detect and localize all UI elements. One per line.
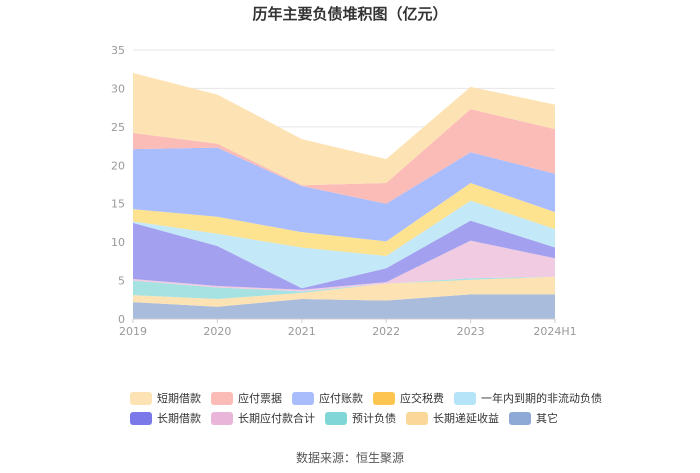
x-tick-label: 2024H1 bbox=[533, 325, 576, 338]
y-tick-label: 5 bbox=[118, 275, 125, 288]
legend-swatch bbox=[130, 411, 152, 425]
area-长期应付款合计 bbox=[133, 240, 555, 292]
x-tick-label: 2021 bbox=[288, 325, 316, 338]
legend-label: 长期应付款合计 bbox=[238, 412, 315, 425]
y-tick-label: 15 bbox=[111, 198, 125, 211]
legend-row-2: 长期借款 长期应付款合计 预计负债 长期递延收益 其它 bbox=[130, 408, 600, 428]
area-一年内到期的非流动负债 bbox=[133, 200, 555, 289]
legend-swatch bbox=[454, 391, 476, 405]
y-tick-label: 25 bbox=[111, 121, 125, 134]
legend-label: 应付票据 bbox=[238, 392, 282, 405]
legend-item[interactable]: 其它 bbox=[509, 410, 558, 426]
legend-item[interactable]: 长期应付款合计 bbox=[211, 410, 315, 426]
legend-label: 应付账款 bbox=[319, 392, 363, 405]
legend-swatch bbox=[373, 391, 395, 405]
area-长期递延收益 bbox=[133, 276, 555, 307]
legend-item[interactable]: 长期借款 bbox=[130, 410, 201, 426]
area-其它 bbox=[133, 294, 555, 319]
legend-swatch bbox=[325, 411, 347, 425]
legend-label: 应交税费 bbox=[400, 392, 444, 405]
legend-item[interactable]: 一年内到期的非流动负债 bbox=[454, 390, 602, 406]
legend-swatch bbox=[211, 391, 233, 405]
legend-swatch bbox=[292, 391, 314, 405]
legend-row-1: 短期借款 应付票据 应付账款 应交税费 一年内到期的非流动负债 bbox=[130, 388, 602, 408]
y-tick-label: 10 bbox=[111, 236, 125, 249]
legend-item[interactable]: 应付账款 bbox=[292, 390, 363, 406]
legend-item[interactable]: 应交税费 bbox=[373, 390, 444, 406]
area-应付账款 bbox=[133, 147, 555, 242]
x-tick-label: 2020 bbox=[203, 325, 231, 338]
legend-item[interactable]: 预计负债 bbox=[325, 410, 396, 426]
y-tick-label: 30 bbox=[111, 82, 125, 95]
legend-swatch bbox=[211, 411, 233, 425]
legend-item[interactable]: 应付票据 bbox=[211, 390, 282, 406]
legend-swatch bbox=[406, 411, 428, 425]
area-长期借款 bbox=[133, 220, 555, 290]
legend-label: 一年内到期的非流动负债 bbox=[481, 392, 602, 405]
y-tick-label: 35 bbox=[111, 44, 125, 57]
legend-label: 其它 bbox=[536, 412, 558, 425]
legend-swatch bbox=[130, 391, 152, 405]
legend-label: 短期借款 bbox=[157, 392, 201, 405]
legend-label: 预计负债 bbox=[352, 412, 396, 425]
legend-item[interactable]: 短期借款 bbox=[130, 390, 201, 406]
legend: 短期借款 应付票据 应付账款 应交税费 一年内到期的非流动负债 长期借款 长期应付款合计 预… bbox=[130, 388, 602, 428]
legend-item[interactable]: 长期递延收益 bbox=[406, 410, 499, 426]
x-tick-label: 2022 bbox=[372, 325, 400, 338]
y-tick-label: 20 bbox=[111, 159, 125, 172]
area-预计负债 bbox=[133, 276, 555, 300]
chart-title: 历年主要负债堆积图（亿元） bbox=[252, 5, 448, 23]
area-短期借款 bbox=[133, 73, 555, 186]
source-note: 数据来源：恒生聚源 bbox=[295, 451, 404, 465]
y-tick-label: 0 bbox=[118, 313, 125, 326]
area-应交税费 bbox=[133, 182, 555, 256]
legend-swatch bbox=[509, 411, 531, 425]
area-应付票据 bbox=[133, 109, 555, 204]
legend-label: 长期递延收益 bbox=[433, 412, 499, 425]
area-layer bbox=[133, 73, 555, 319]
x-tick-label: 2019 bbox=[119, 325, 147, 338]
axis-layer: 0 5 10 15 20 25 30 35 2019 2020 2021 2022 2023 2024H1 bbox=[111, 44, 577, 338]
x-tick-label: 2023 bbox=[457, 325, 485, 338]
legend-label: 长期借款 bbox=[157, 412, 201, 425]
